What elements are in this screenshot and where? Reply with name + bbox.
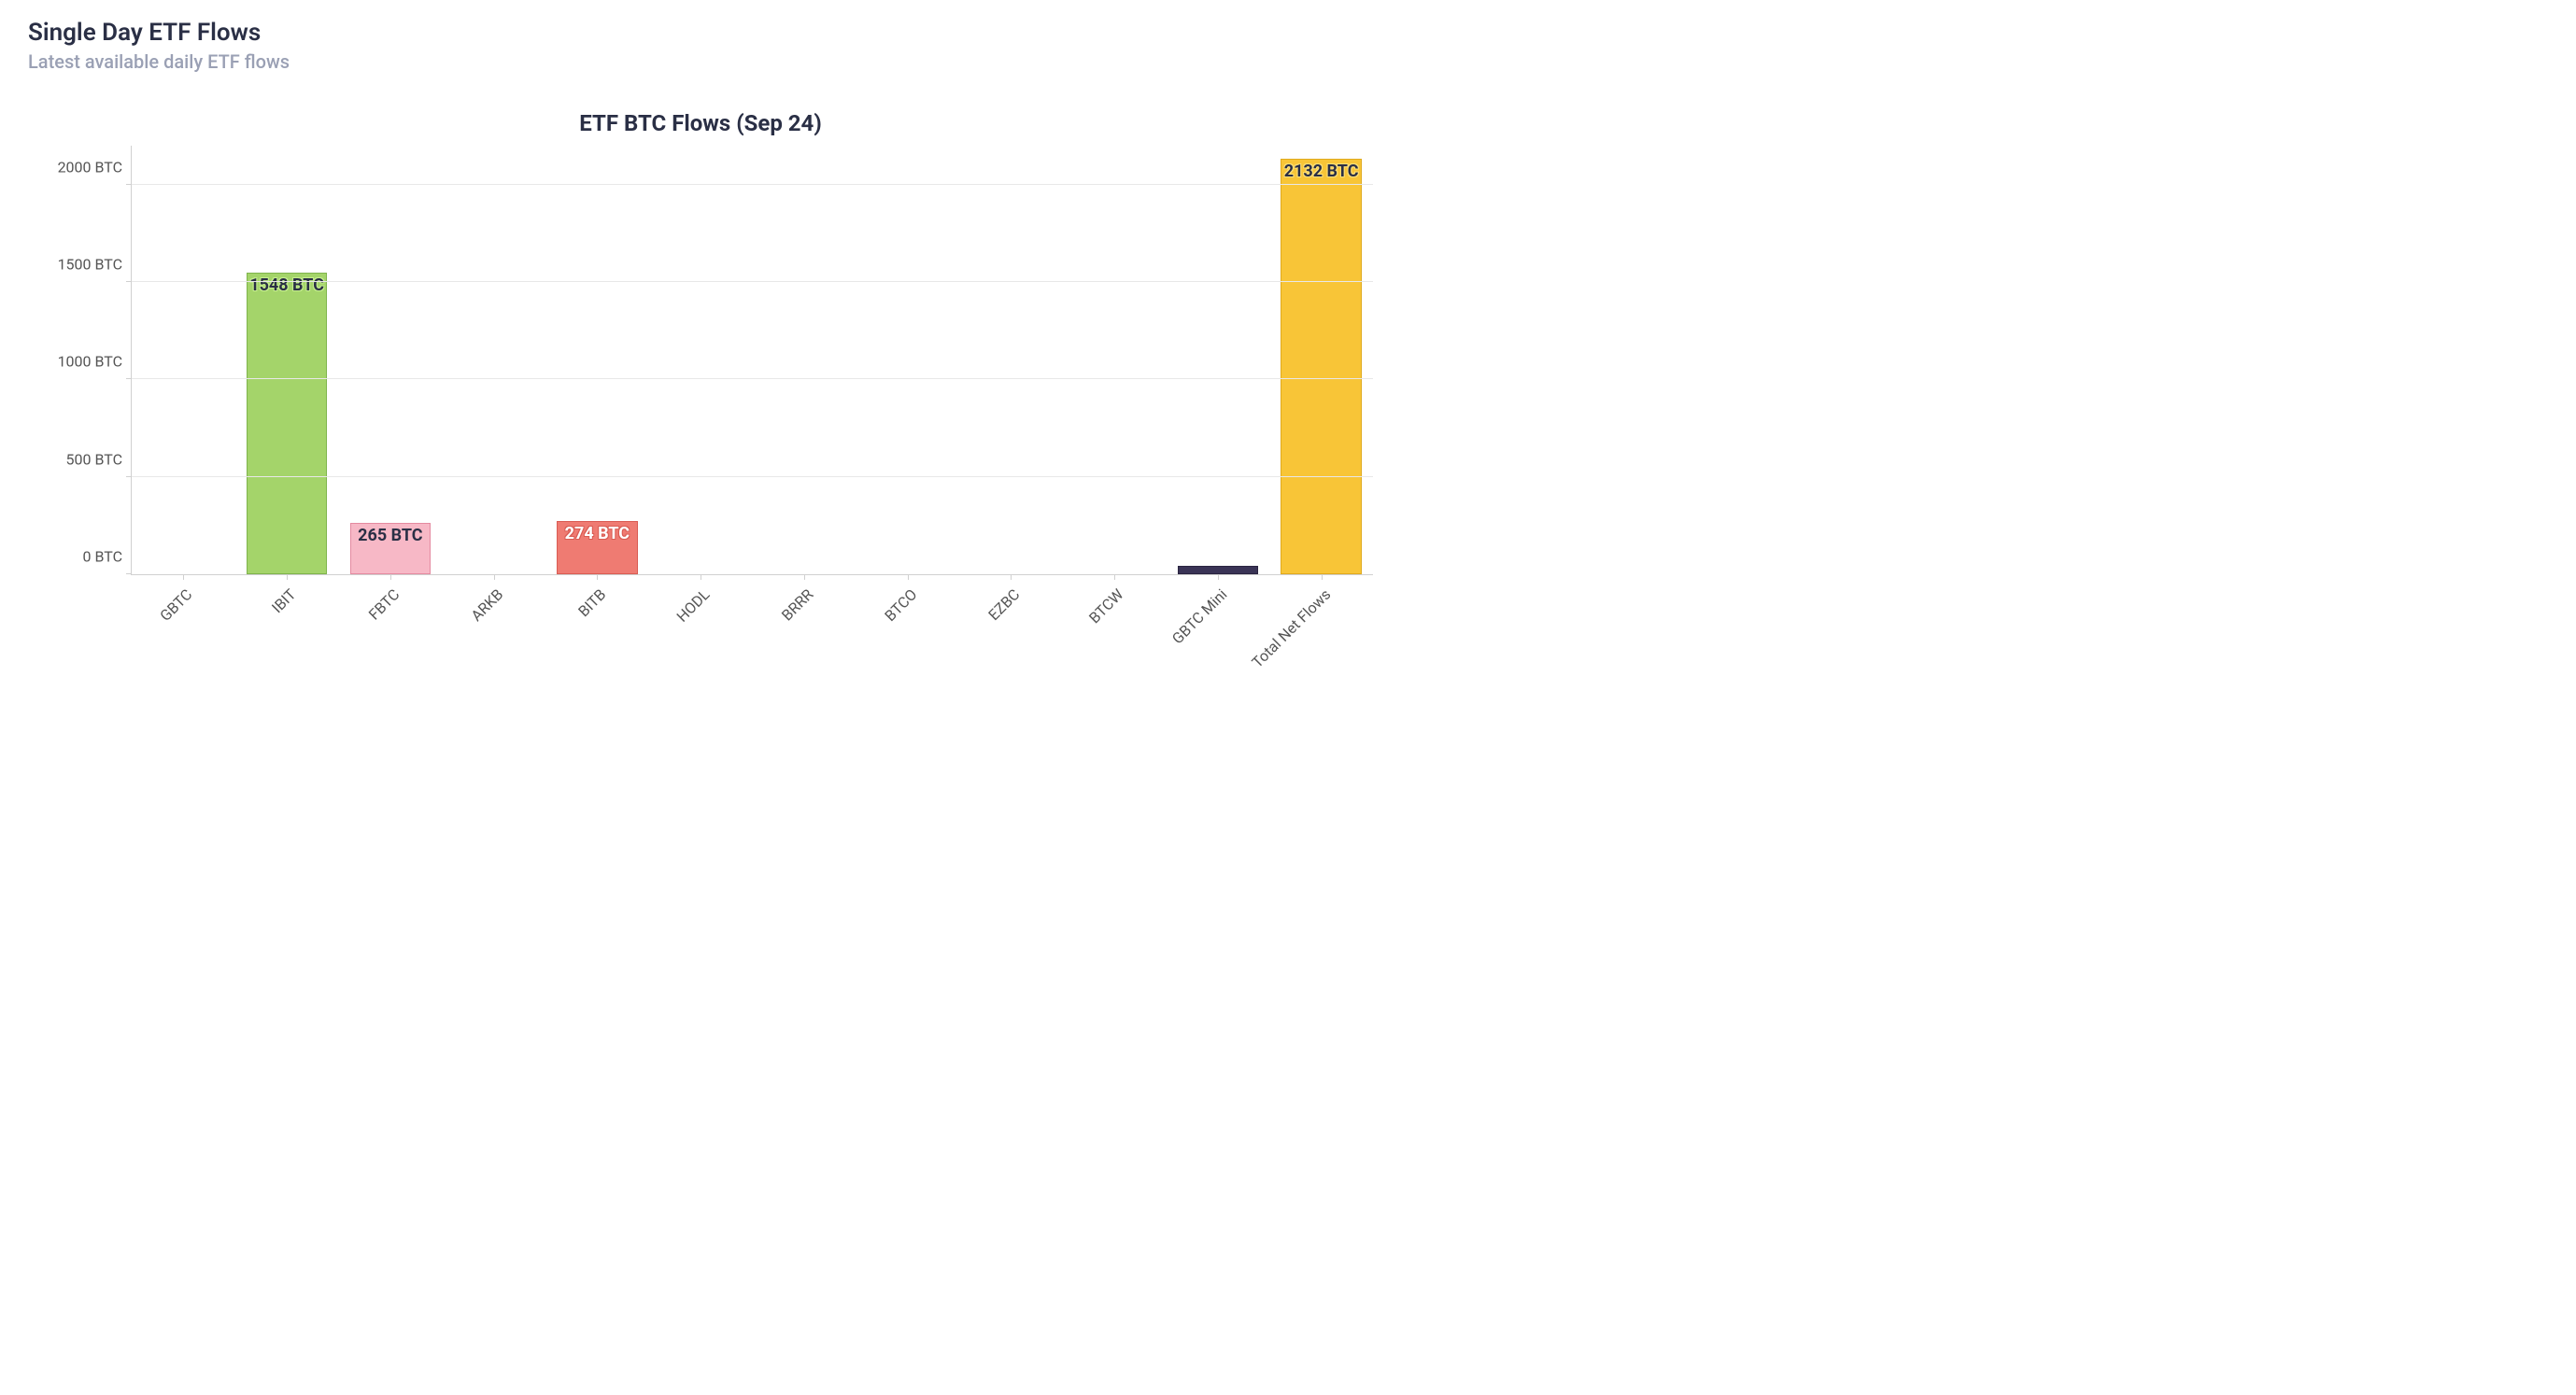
chart-bar-slot [132, 146, 235, 574]
chart-card: Single Day ETF Flows Latest available da… [0, 0, 1401, 747]
chart-x-label-slot: BITB [545, 574, 649, 668]
chart-bar-slot: 1548 BTC [235, 146, 339, 574]
chart-x-label-slot: BTCW [1063, 574, 1167, 668]
chart-bar-slot [442, 146, 545, 574]
chart-x-tick [1322, 574, 1323, 580]
chart-gridline [132, 281, 1373, 282]
chart-bar[interactable]: 274 BTC [557, 521, 637, 574]
chart-x-label-slot: HODL [649, 574, 753, 668]
chart-bar-slot [753, 146, 856, 574]
chart-bar-value-label: 1548 BTC [249, 275, 324, 295]
chart-y-tick-label: 500 BTC [66, 450, 132, 468]
chart-bar-value-label: 2132 BTC [1284, 162, 1359, 181]
page-title: Single Day ETF Flows [28, 19, 1373, 47]
chart-bar-slot: 2132 BTC [1269, 146, 1373, 574]
chart-gridline [132, 184, 1373, 185]
chart-plot-outer: 1548 BTC 265 BTC 274 BTC 2132 BTC GBTCIBITF… [28, 146, 1373, 678]
chart-y-tick-label: 1500 BTC [58, 256, 132, 274]
chart-bar-slot: 265 BTC [339, 146, 443, 574]
chart-x-label-slot: IBIT [235, 574, 339, 668]
chart-x-label-slot: GBTC [132, 574, 235, 668]
chart-y-tick-label: 1000 BTC [58, 353, 132, 371]
chart-x-tick [597, 574, 598, 580]
chart-y-tick [126, 378, 132, 379]
chart-bars: 1548 BTC 265 BTC 274 BTC 2132 BTC [132, 146, 1373, 574]
chart-gridline [132, 378, 1373, 379]
chart-x-tick [908, 574, 909, 580]
chart-x-label-slot: BRRR [753, 574, 856, 668]
chart-y-tick-label: 0 BTC [83, 548, 132, 566]
chart-x-tick [287, 574, 288, 580]
chart-bar[interactable]: 2132 BTC [1281, 159, 1361, 574]
chart-bar-slot [1167, 146, 1270, 574]
chart-y-tick [126, 476, 132, 477]
chart-x-tick [183, 574, 184, 580]
chart-x-tick [1218, 574, 1219, 580]
chart-bar-value-label: 274 BTC [565, 524, 630, 543]
chart-x-label-slot: FBTC [339, 574, 443, 668]
chart-y-tick [126, 573, 132, 574]
chart-bar-slot [959, 146, 1063, 574]
chart-x-label-slot: EZBC [959, 574, 1063, 668]
chart-x-label-slot: ARKB [442, 574, 545, 668]
chart-x-label-slot: BTCO [856, 574, 959, 668]
chart-x-tick [1011, 574, 1012, 580]
chart-y-tick-label: 2000 BTC [58, 158, 132, 176]
chart-bar-slot [856, 146, 959, 574]
chart-bar[interactable]: 1548 BTC [247, 273, 327, 574]
chart-y-tick [126, 184, 132, 185]
chart-x-label-slot: Total Net Flows [1269, 574, 1373, 668]
chart-plot-area: 1548 BTC265 BTC274 BTC2132 BTC GBTCIBITF… [131, 146, 1373, 575]
chart-bar-slot [649, 146, 753, 574]
chart-x-tick [494, 574, 495, 580]
chart-y-tick [126, 281, 132, 282]
chart-x-labels: GBTCIBITFBTCARKBBITBHODLBRRRBTCOEZBCBTCW… [132, 574, 1373, 668]
chart-bar-value-label: 265 BTC [358, 526, 422, 545]
chart-bar-slot: 274 BTC [545, 146, 649, 574]
chart-x-tick [390, 574, 391, 580]
page-subtitle: Latest available daily ETF flows [28, 50, 1373, 73]
chart-gridline [132, 476, 1373, 477]
chart-x-tick [804, 574, 805, 580]
chart-bar-slot [1063, 146, 1167, 574]
chart-title: ETF BTC Flows (Sep 24) [28, 110, 1373, 136]
chart-x-tick [1114, 574, 1115, 580]
